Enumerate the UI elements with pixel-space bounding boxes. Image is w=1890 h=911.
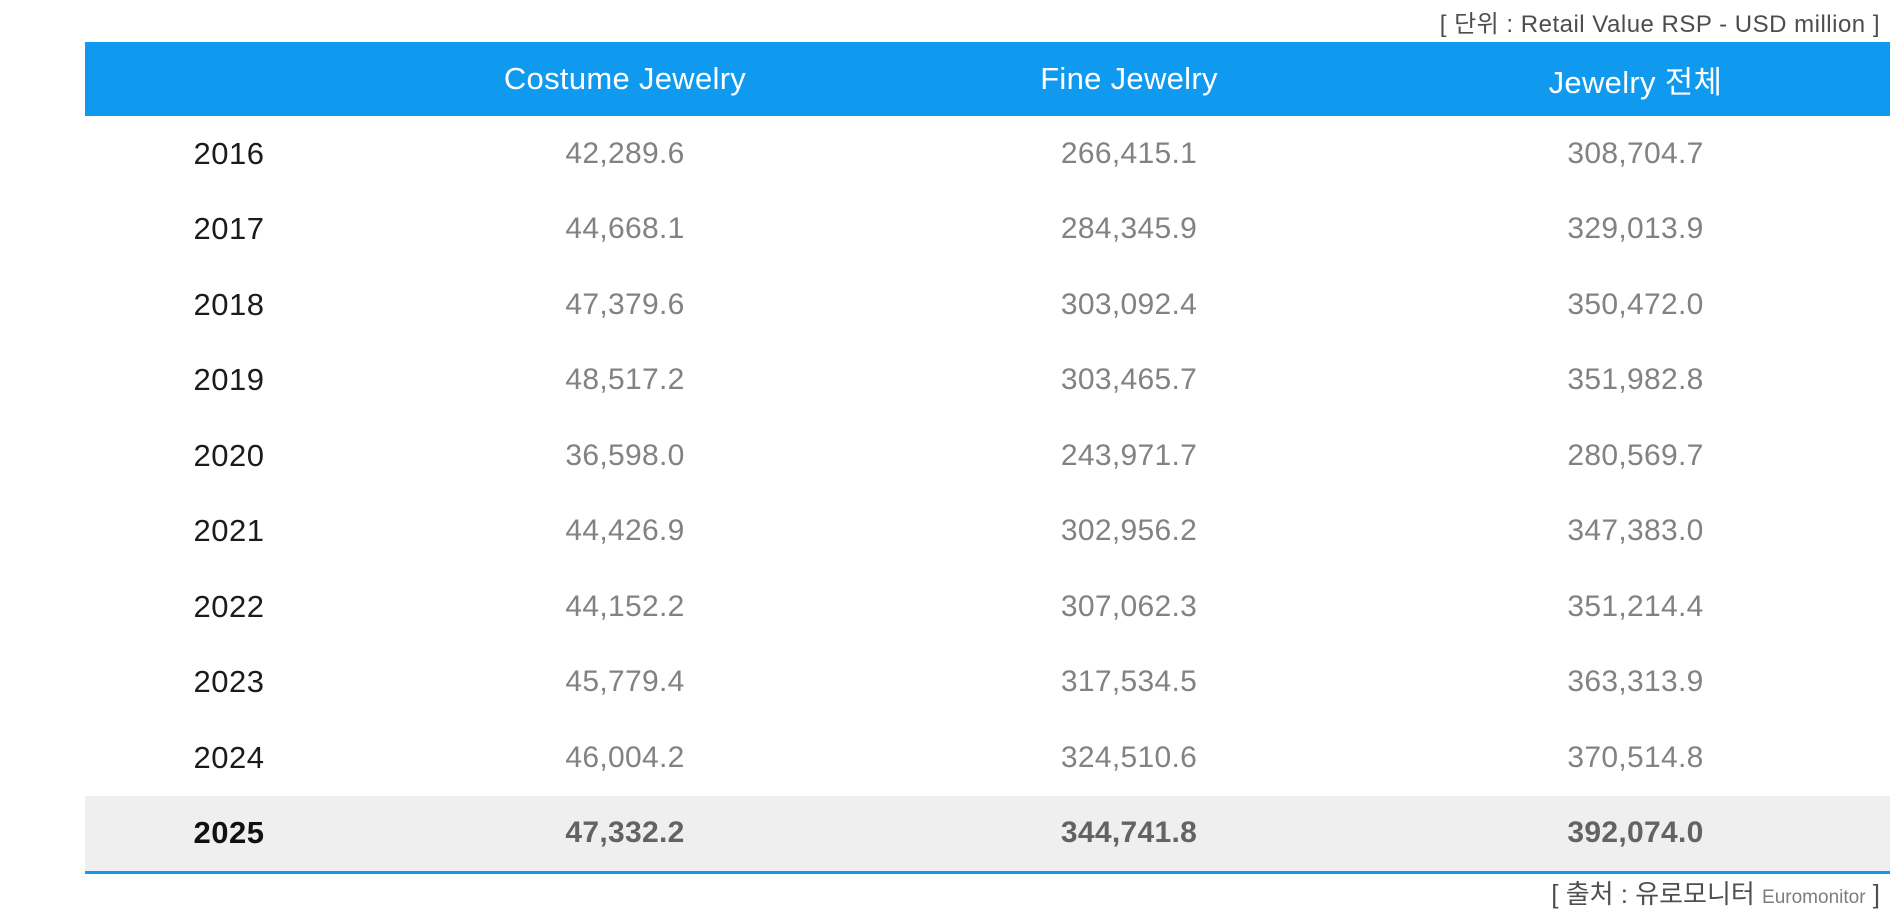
year-cell: 2021: [193, 513, 265, 549]
unit-label: [ 단위 : Retail Value RSP - USD million ]: [1439, 11, 1880, 38]
header-cell-jewelry-total: Jewelry 전체: [1548, 64, 1723, 100]
header-cell-fine-jewelry: Fine Jewelry: [1040, 61, 1218, 96]
total-cell: 350,472.0: [1567, 287, 1704, 321]
costume-cell: 46,004.2: [565, 740, 685, 774]
year-cell: 2024: [193, 739, 265, 775]
fine-cell: 344,741.8: [1060, 816, 1198, 850]
costume-cell: 36,598.0: [565, 438, 685, 472]
year-cell: 2025: [193, 815, 265, 851]
total-cell: 329,013.9: [1567, 212, 1704, 246]
costume-cell: 42,289.6: [565, 136, 685, 170]
costume-cell: 44,668.1: [565, 212, 685, 246]
year-cell: 2016: [193, 135, 265, 171]
table-row: 2017 44,668.1 284,345.9 329,013.9: [85, 191, 1890, 267]
year-cell: 2020: [193, 437, 265, 473]
year-cell: 2022: [193, 588, 265, 624]
table-row: 2025 47,332.2 344,741.8 392,074.0: [85, 795, 1890, 871]
costume-cell: 47,379.6: [565, 287, 685, 321]
costume-cell: 44,426.9: [565, 514, 685, 548]
table-row: 2018 47,379.6 303,092.4 350,472.0: [85, 267, 1890, 343]
source-suffix: ]: [1865, 879, 1880, 909]
fine-cell: 303,092.4: [1060, 287, 1198, 321]
table-bottom-rule: [85, 871, 1890, 874]
fine-cell: 317,534.5: [1060, 665, 1198, 699]
table-body: 2016 42,289.6 266,415.1 308,704.7 2017 4…: [85, 116, 1890, 871]
costume-cell: 45,779.4: [565, 665, 685, 699]
fine-cell: 302,956.2: [1060, 514, 1198, 548]
fine-cell: 284,345.9: [1060, 212, 1198, 246]
total-cell: 347,383.0: [1567, 514, 1704, 548]
table-row: 2016 42,289.6 266,415.1 308,704.7: [85, 116, 1890, 192]
total-cell: 308,704.7: [1567, 136, 1704, 170]
total-cell: 370,514.8: [1567, 740, 1704, 774]
year-cell: 2023: [193, 664, 265, 700]
table-row: 2024 46,004.2 324,510.6 370,514.8: [85, 720, 1890, 796]
table-row: 2019 48,517.2 303,465.7 351,982.8: [85, 342, 1890, 418]
table-row: 2023 45,779.4 317,534.5 363,313.9: [85, 644, 1890, 720]
costume-cell: 47,332.2: [565, 816, 685, 850]
source-label: [ 출처 : 유로모니터 Euromonitor ]: [1551, 874, 1880, 911]
jewelry-table: Costume Jewelry Fine Jewelry Jewelry 전체 …: [85, 42, 1890, 874]
table-header-row: Costume Jewelry Fine Jewelry Jewelry 전체: [85, 42, 1890, 116]
costume-cell: 48,517.2: [565, 363, 685, 397]
year-cell: 2019: [193, 362, 265, 398]
total-cell: 351,982.8: [1567, 363, 1704, 397]
total-cell: 280,569.7: [1567, 438, 1704, 472]
source-english: Euromonitor: [1762, 887, 1866, 908]
total-cell: 351,214.4: [1567, 589, 1704, 623]
table-row: 2022 44,152.2 307,062.3 351,214.4: [85, 569, 1890, 645]
fine-cell: 266,415.1: [1060, 136, 1198, 170]
fine-cell: 324,510.6: [1060, 740, 1198, 774]
header-cell-costume-jewelry: Costume Jewelry: [503, 61, 747, 96]
table-row: 2021 44,426.9 302,956.2 347,383.0: [85, 493, 1890, 569]
table-row: 2020 36,598.0 243,971.7 280,569.7: [85, 418, 1890, 494]
fine-cell: 303,465.7: [1060, 363, 1198, 397]
costume-cell: 44,152.2: [565, 589, 685, 623]
fine-cell: 243,971.7: [1060, 438, 1198, 472]
total-cell: 363,313.9: [1567, 665, 1704, 699]
source-prefix: [ 출처 : 유로모니터: [1551, 879, 1763, 909]
header-cell-year: [85, 42, 373, 116]
fine-cell: 307,062.3: [1060, 589, 1198, 623]
year-cell: 2017: [193, 211, 265, 247]
total-cell: 392,074.0: [1567, 816, 1704, 850]
year-cell: 2018: [193, 286, 265, 322]
